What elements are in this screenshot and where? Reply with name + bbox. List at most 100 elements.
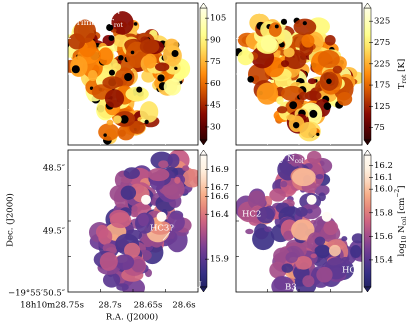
colorbar-arrow: [363, 139, 372, 146]
map-blob: [256, 206, 275, 224]
map-blob: [295, 206, 308, 218]
text-part: CN: [107, 7, 122, 17]
colorbar-arrow: [199, 286, 208, 293]
colorbar-tick-label: 15.4: [374, 255, 393, 265]
map-hole: [274, 24, 279, 29]
map-blob: [182, 165, 190, 172]
map-blob: [123, 167, 140, 179]
map-blob: [351, 233, 362, 244]
map-blob: [281, 263, 294, 273]
map-blob: [139, 39, 160, 55]
text-part: Primary N: [71, 154, 116, 164]
text-part: N: [397, 225, 407, 236]
map-hole: [118, 55, 124, 61]
map-blob: [154, 62, 170, 72]
map-hole: [323, 102, 332, 111]
map-blob: [315, 173, 324, 180]
map-blob: [291, 219, 315, 241]
colorbar-tick-label: 325: [374, 17, 390, 27]
map-blob: [307, 78, 317, 85]
y-tick-label: 49.5″: [43, 227, 65, 237]
map-blob: [317, 50, 340, 69]
panel-label: Secondary Trot: [239, 7, 302, 19]
map-blob: [131, 258, 146, 273]
map-blob: [280, 180, 288, 188]
map-hole: [326, 78, 332, 85]
x-tick-label: 28.7s: [98, 301, 121, 311]
colorbar-arrow: [363, 286, 372, 293]
map-blob: [99, 252, 118, 271]
map-blob: [289, 153, 301, 167]
colorbar-tick-label: 16.0: [374, 185, 393, 195]
y-tick-label: 48.5″: [43, 164, 65, 174]
colorbar-label: Trot [K]: [397, 59, 407, 89]
x-tick-label: 28.6s: [172, 301, 195, 311]
map-blob: [273, 247, 291, 265]
colorbar-tick-label: 105: [210, 14, 226, 24]
colorbar-tick-label: 75: [374, 123, 385, 133]
map-blob: [283, 230, 294, 241]
map-blob: [138, 213, 149, 227]
map-hole: [289, 101, 298, 110]
map-hole: [292, 121, 300, 129]
map-peak: [306, 194, 317, 205]
map-blob: [95, 224, 109, 239]
map-blob: [139, 101, 159, 123]
map-hole: [120, 115, 129, 124]
colorbar-arrow: [199, 139, 208, 146]
colorbar-tick-label: 45: [210, 101, 221, 111]
colorbar: [363, 7, 372, 141]
annotation: HC3?: [150, 224, 174, 234]
map-blob: [125, 86, 149, 102]
map-blob: [332, 65, 343, 74]
annotation: B3: [285, 283, 297, 293]
text-part: col: [116, 158, 125, 165]
map-blob: [314, 236, 326, 246]
map-peak: [156, 211, 167, 222]
x-axis-label: R.A. (J2000): [106, 312, 158, 323]
map-hole: [124, 72, 133, 82]
map-blob: [102, 272, 121, 288]
colorbar-tick-label: 15.6: [374, 232, 393, 242]
colorbar-tick-label: 30: [210, 122, 221, 132]
colorbar-arrow: [363, 149, 372, 156]
text-part: Secondary T: [239, 7, 293, 17]
colorbar-tick-label: 16.4: [210, 210, 229, 220]
map-blob: [302, 275, 315, 288]
colorbar-tick-label: 16.7: [210, 183, 229, 193]
map-blob: [341, 236, 348, 242]
map-hole: [316, 132, 320, 137]
text-part: rot: [401, 74, 407, 83]
colorbar-tick-label: 75: [210, 57, 221, 67]
text-part: T: [397, 83, 407, 89]
map-blob: [130, 210, 139, 218]
map-blob: [98, 47, 114, 66]
map-blob: [271, 276, 295, 292]
map-blob: [316, 266, 333, 283]
map-hole: [108, 35, 115, 42]
panel-label: Secondary Ncol: [239, 154, 304, 166]
map-blob: [304, 90, 322, 101]
map-blob: [148, 168, 170, 182]
y-tick-label: −19°55′50.5″: [8, 289, 65, 299]
text-part: rot: [114, 22, 123, 29]
map-blob: [182, 168, 198, 188]
colorbar-tick-label: 16.9: [210, 165, 229, 175]
map-blob: [328, 244, 341, 257]
map-blob: [298, 91, 309, 101]
map-blob: [245, 228, 254, 235]
text-part: ]: [397, 186, 407, 189]
map-blob: [269, 188, 286, 202]
map-blob: [350, 245, 362, 259]
map-blob: [70, 56, 88, 77]
map-blob: [167, 153, 180, 168]
map-blob: [291, 168, 316, 187]
text-part: col: [295, 158, 304, 165]
beam: [74, 279, 82, 287]
colorbar-arrow: [199, 149, 208, 156]
map-blob: [73, 19, 97, 44]
map-blob: [106, 119, 114, 126]
colorbar-tick-label: 225: [374, 59, 390, 69]
text-part: [cm: [397, 198, 407, 217]
